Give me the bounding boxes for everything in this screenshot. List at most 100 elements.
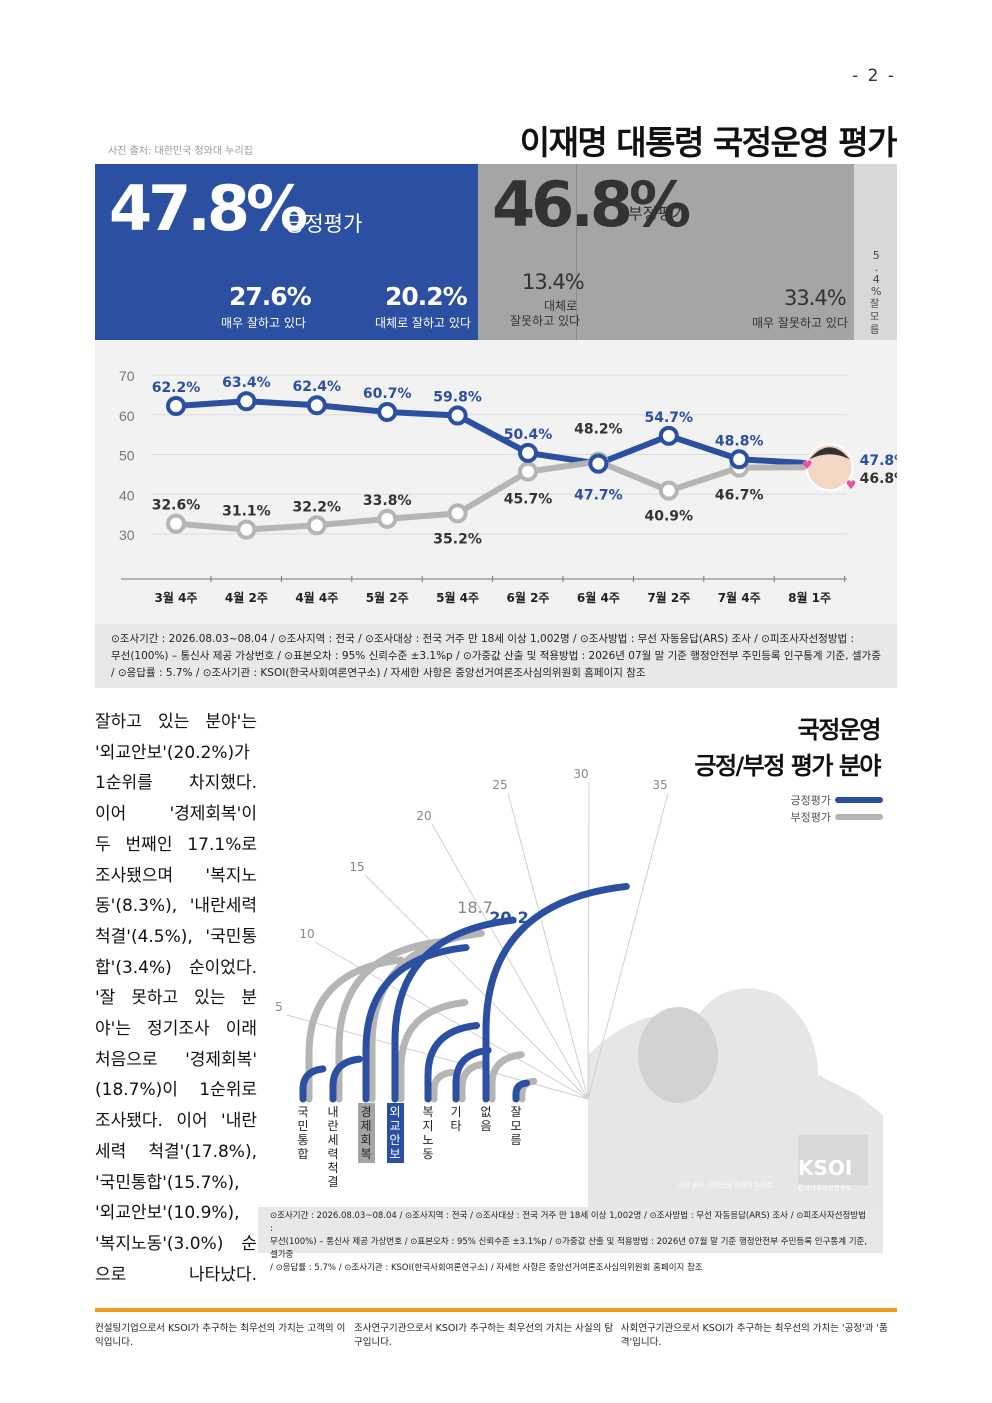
body-line: 합'(3.4%) 순이었다.: [95, 957, 257, 978]
category-label: 잘모름: [510, 1105, 521, 1147]
positive-data-label: 54.7%: [645, 410, 694, 426]
scale-label: 5: [275, 1000, 283, 1014]
category-char: 복: [360, 1147, 371, 1161]
negative-total-pct: 46.8%: [492, 168, 691, 241]
positive-data-label: 47.7%: [574, 488, 623, 504]
trend-chart-panel: 70 60 50 40 30 3월 4주 4월 2주 4월 4주 5월 2주 5월 4주 6월 2주…: [95, 340, 908, 624]
scale-label: 20: [416, 809, 431, 823]
negative-top-value: 18.7: [457, 898, 493, 917]
body-line: 으로 나타났다.: [95, 1264, 257, 1285]
negative-data-label: 32.2%: [293, 499, 342, 515]
negative-very-pct: 33.4%: [784, 286, 847, 310]
category-char: 결: [327, 1175, 338, 1189]
heart-icon: ♥: [846, 478, 857, 492]
category-highlight: [387, 1103, 404, 1163]
category-char: 통: [297, 1133, 308, 1147]
positive-arc-bar: [391, 916, 517, 1103]
category-char: 척: [327, 1161, 338, 1175]
positive-point: [236, 391, 257, 412]
body-line: '외교안보'(10.9%),: [95, 1203, 240, 1224]
negative-arc-bar: [430, 1068, 456, 1103]
page-number: - 2 -: [852, 66, 896, 86]
body-line: 동'(8.3%), '내란세력: [95, 896, 257, 917]
scale-label: 15: [349, 860, 364, 874]
y-tick-label: 50: [119, 448, 135, 464]
photo-credit-overlay: 사진 출처: 대한민국 청와대 누리집: [678, 1180, 772, 1189]
trend-line-chart: 70 60 50 40 30 3월 4주 4월 2주 4월 4주 5월 2주 5월 4주 6월 2주…: [119, 368, 908, 605]
category-char: 력: [327, 1147, 338, 1161]
scale-line: [587, 781, 590, 1100]
scale-label: 25: [492, 778, 507, 792]
body-line: 이어 '경제회복'이: [95, 804, 257, 825]
negative-data-label: 33.8%: [363, 493, 412, 509]
survey-note-line: ⊙조사기간 : 2026.08.03~08.04 / ⊙조사지역 : 전국 / …: [270, 1211, 866, 1234]
positive-data-label: 63.4%: [222, 375, 271, 391]
survey-note-line: 무선(100%) – 통신사 제공 가상번호 / ⊙표본오차 : 95% 신뢰수…: [111, 650, 881, 662]
category-label: 외교안보: [387, 1103, 404, 1163]
positive-point: [729, 449, 750, 470]
negative-point: [166, 513, 186, 534]
x-tick-label: 7월 4주: [718, 590, 761, 605]
category-label: 복지노동: [422, 1105, 433, 1161]
section-title-line1: 국정운영: [797, 716, 882, 744]
category-char: 노: [422, 1133, 433, 1147]
category-label: 국민통합: [297, 1105, 308, 1161]
positive-point: [377, 401, 398, 422]
survey-note-line: / ⊙응답률 : 5.7% / ⊙조사기관 : KSOI(한국사회여론연구소) …: [111, 667, 646, 679]
category-char: 지: [422, 1119, 433, 1133]
scale-line: [587, 792, 669, 1100]
footer: 컨설팅기업으로서 KSOI가 추구하는 최우선의 가치는 고객의 이익입니다. …: [95, 1320, 897, 1348]
positive-data-label: 60.7%: [363, 386, 412, 402]
category-char: 복: [422, 1105, 433, 1119]
category-char: 국: [297, 1105, 308, 1119]
negative-data-label: 40.9%: [645, 509, 694, 525]
positive-summary-panel: 47.8% 긍정평가 27.6% 매우 잘하고 있다 20.2% 대체로 잘하고…: [95, 164, 478, 340]
negative-point: [306, 515, 327, 536]
negative-arc-bar: [335, 937, 447, 1103]
negative-mostly-label1: 대체로: [544, 299, 578, 313]
negative-point: [518, 461, 538, 482]
section-title-line2: 긍정/부정 평가 분야: [694, 752, 881, 780]
positive-arc-bar: [329, 1055, 363, 1103]
positive-total-pct: 47.8%: [109, 172, 308, 245]
y-tick-label: 70: [119, 368, 135, 384]
positive-data-label: 59.8%: [433, 390, 482, 406]
footer-text: 조사연구기관으로서 KSOI가 추구하는 최우선의 가치는 사실의 탐구입니다.: [353, 1323, 614, 1348]
positive-arc-bar: [299, 1065, 327, 1103]
x-tick-label: 4월 2주: [225, 590, 268, 605]
legend-label-negative: 부정평가: [791, 811, 831, 824]
category-char: 제: [360, 1119, 371, 1133]
scale-label: 30: [573, 767, 588, 781]
positive-data-label: 62.4%: [293, 379, 342, 395]
positive-point: [166, 396, 186, 417]
x-tick-label: 5월 2주: [366, 590, 409, 605]
category-label: 경제회복: [358, 1103, 375, 1163]
category-char: 합: [297, 1147, 308, 1161]
category-char: 교: [389, 1119, 400, 1133]
negative-point: [236, 519, 257, 540]
unknown-pct: 5. 4%: [871, 249, 882, 298]
scale-line: [364, 874, 589, 1100]
scale-label: 10: [299, 927, 314, 941]
body-line: 잘하고 있는 분야'는: [95, 712, 257, 732]
negative-data-label: 35.2%: [433, 531, 482, 547]
x-tick-label: 6월 4주: [577, 590, 620, 605]
scale-line: [431, 823, 589, 1100]
president-avatar-icon: ♥♥: [802, 443, 857, 492]
y-tick-label: 60: [119, 408, 135, 424]
body-line: 1순위를 차지했다.: [95, 773, 257, 794]
positive-data-label: 50.4%: [504, 427, 553, 443]
field-arc-chart: KSOI 한국사회여론연구소 사진 출처: 대한민국 청와대 누리집 긍정평가부정평가…: [258, 695, 883, 1207]
ksoi-logo: KSOI: [798, 1156, 852, 1180]
category-char: 경: [360, 1105, 371, 1119]
legend-label-positive: 긍정평가: [791, 794, 831, 807]
section-title: 국정운영 긍정/부정 평가 분야: [694, 712, 882, 784]
positive-data-label: 47.8%: [860, 453, 897, 469]
x-tick-label: 3월 4주: [155, 590, 198, 605]
category-char: 기: [450, 1105, 461, 1119]
body-line: '국민통합'(15.7%),: [95, 1172, 240, 1193]
negative-arc-bar: [397, 998, 469, 1103]
category-char: 음: [480, 1119, 491, 1133]
